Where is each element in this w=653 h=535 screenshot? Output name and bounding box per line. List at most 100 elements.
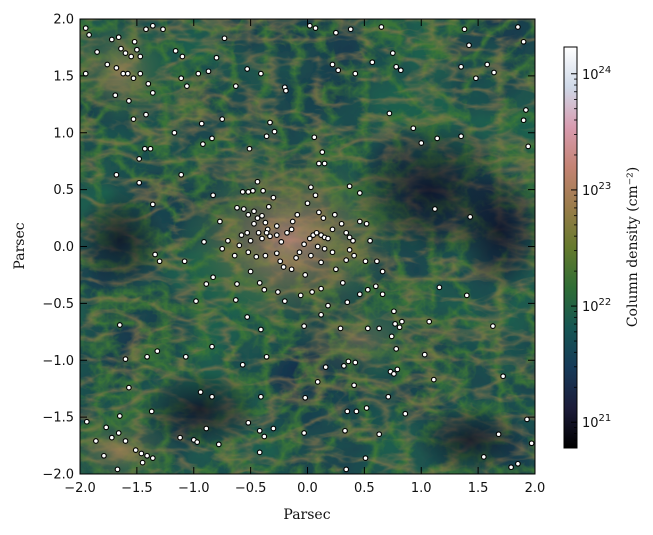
- sink-particle-point: [372, 283, 379, 290]
- sink-particle-point: [256, 427, 263, 434]
- sink-particle-point: [318, 311, 324, 318]
- sink-particle-point: [82, 70, 89, 77]
- sink-particle-point: [215, 441, 222, 448]
- sink-particle-point: [321, 245, 328, 252]
- x-axis-label: Parsec: [283, 507, 330, 523]
- sink-particle-point: [263, 353, 270, 360]
- sink-particle-point: [245, 249, 252, 256]
- x-tick-label: 0.5: [354, 481, 375, 496]
- sink-particle-point: [473, 75, 479, 82]
- x-tick-label: −1.5: [121, 481, 153, 496]
- sink-particle-point: [145, 80, 152, 87]
- sink-particle-point: [160, 26, 166, 33]
- sink-particle-point: [258, 70, 264, 77]
- sink-particle-point: [219, 116, 226, 122]
- sink-particle-point: [238, 232, 245, 238]
- sink-particle-point: [294, 211, 301, 218]
- x-axis: −2.0 −1.5 −1.0 −0.5 0.0 0.5 1.0 1.5 2.0: [64, 19, 545, 496]
- sink-particle-point: [402, 410, 409, 417]
- sink-particle-point: [118, 45, 124, 52]
- sink-particle-point: [394, 366, 401, 373]
- sink-particle-point: [329, 61, 336, 68]
- sink-particle-point: [126, 98, 132, 104]
- sink-particle-point: [147, 145, 154, 152]
- sink-particle-point: [203, 281, 210, 287]
- y-tick-label: 2.0: [53, 13, 74, 28]
- sink-particle-point: [346, 234, 353, 241]
- sink-particle-point: [262, 219, 269, 226]
- sink-particle-point: [210, 274, 216, 281]
- sink-particle-point: [430, 376, 437, 383]
- sink-particle-point: [491, 69, 497, 76]
- sink-particle-point: [239, 189, 246, 195]
- sink-particle-point: [320, 215, 327, 221]
- sink-particle-point: [467, 214, 474, 220]
- sink-particle-point: [311, 134, 318, 141]
- sink-particle-point: [232, 83, 239, 89]
- sink-particle-point: [314, 379, 321, 385]
- sink-particle-point: [333, 266, 339, 273]
- sink-particle-point: [308, 184, 314, 191]
- sink-particle-point: [172, 48, 179, 54]
- sink-particle-point: [200, 141, 206, 147]
- sink-particle-point: [108, 434, 115, 441]
- y-tick-label: 1.5: [53, 69, 74, 84]
- sink-particle-point: [179, 53, 186, 60]
- sink-particle-point: [342, 427, 348, 434]
- sink-particle-point: [316, 160, 322, 167]
- sink-particle-point: [352, 70, 359, 77]
- sink-particle-point: [115, 430, 122, 436]
- sink-particle-point: [201, 239, 207, 245]
- sink-particle-point: [296, 249, 303, 256]
- sink-particle-point: [177, 434, 183, 441]
- sink-particle-point: [345, 358, 352, 365]
- sink-particle-point: [178, 75, 185, 82]
- sink-particle-point: [346, 183, 353, 190]
- sink-particle-point: [143, 26, 149, 33]
- sink-particle-point: [339, 280, 346, 286]
- sink-particle-point: [350, 237, 356, 244]
- sink-particle-point: [258, 393, 264, 400]
- sink-particle-point: [184, 83, 190, 89]
- sink-particle-point: [181, 258, 188, 265]
- sink-particle-point: [325, 235, 331, 242]
- sink-particle-point: [341, 363, 347, 369]
- sink-particle-point: [108, 36, 115, 43]
- x-tick-label: 1.0: [411, 481, 432, 496]
- sink-particle-point: [132, 447, 139, 453]
- sink-particle-point: [136, 179, 143, 186]
- sink-particle-point: [209, 393, 215, 400]
- sink-particle-point: [267, 119, 273, 126]
- sink-particle-point: [480, 454, 487, 460]
- sink-particle-point: [82, 25, 89, 31]
- sink-particle-point: [236, 242, 243, 249]
- sink-particle-point: [362, 258, 369, 265]
- sink-particle-point: [156, 258, 163, 265]
- colorbar-tick-label: 1022: [582, 297, 611, 315]
- sink-particle-point: [280, 264, 287, 270]
- colorbar-tick-label: 1024: [582, 65, 611, 83]
- sink-particle-point: [367, 237, 373, 244]
- sink-particle-point: [137, 53, 144, 60]
- colorbar: 1021 1022 1023 1024 Column density (cm⁻²): [563, 46, 641, 449]
- sink-particle-point: [149, 22, 156, 29]
- sink-particle-point: [112, 92, 119, 99]
- sink-particle-point: [197, 389, 204, 395]
- sink-particle-point: [171, 129, 178, 136]
- sink-particle-point: [288, 266, 295, 273]
- sink-particle-point: [364, 286, 371, 293]
- sink-particle-point: [101, 452, 107, 459]
- sink-particle-point: [378, 24, 385, 30]
- sink-particle-point: [314, 243, 321, 250]
- sink-particle-point: [256, 280, 263, 286]
- sink-particle-point: [270, 425, 277, 432]
- sink-particle-point: [356, 218, 363, 225]
- sink-particle-point: [205, 68, 212, 75]
- sink-particle-point: [392, 321, 398, 327]
- sink-particle-point: [343, 466, 350, 473]
- sink-particle-point: [232, 297, 239, 303]
- sink-particle-point: [245, 419, 252, 426]
- sink-particle-point: [344, 408, 351, 415]
- sink-particle-point: [234, 281, 240, 287]
- sink-particle-point: [388, 333, 395, 340]
